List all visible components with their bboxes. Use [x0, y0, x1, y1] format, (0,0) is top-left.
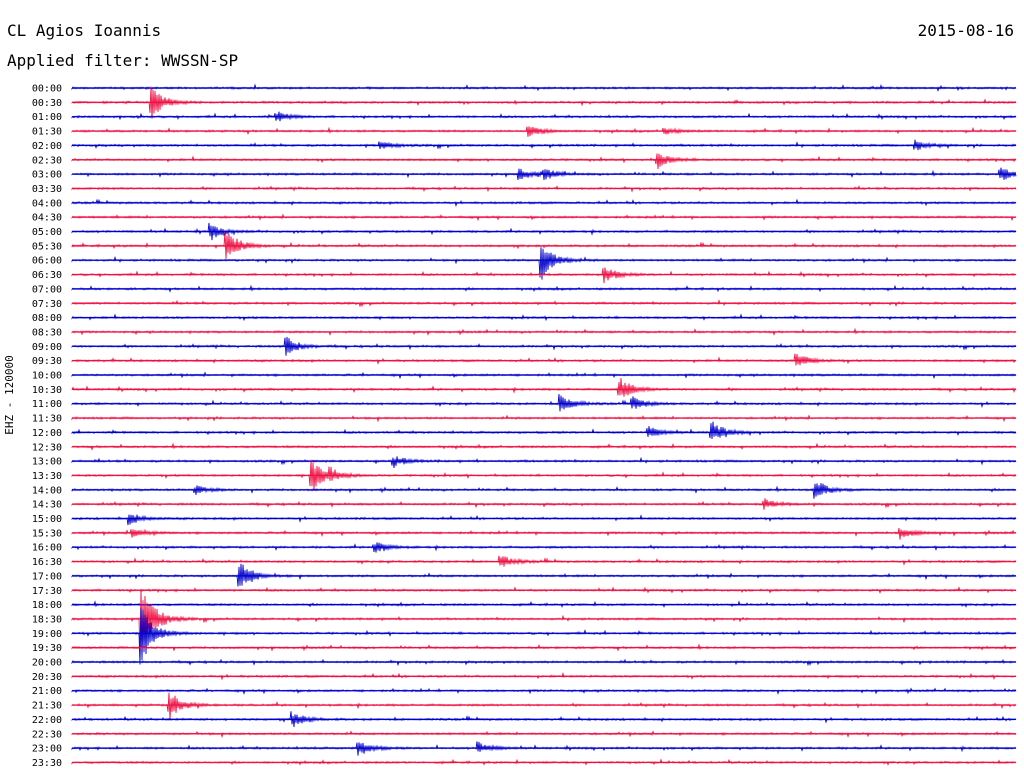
trace-row — [71, 692, 1017, 720]
trace-row — [71, 378, 1017, 397]
trace-row — [71, 421, 1017, 440]
row-time-label: 01:00 — [32, 112, 62, 123]
row-time-label: 09:00 — [32, 342, 62, 353]
trace-row — [71, 394, 1017, 412]
row-time-label: 23:30 — [32, 758, 62, 769]
row-time-label: 14:00 — [32, 485, 62, 496]
row-time-label: 22:30 — [32, 729, 62, 740]
row-time-label: 14:30 — [32, 500, 62, 511]
trace-row — [71, 514, 1017, 526]
row-time-label: 11:30 — [32, 414, 62, 425]
row-time-label: 23:00 — [32, 744, 62, 755]
trace-row — [71, 353, 1017, 366]
row-time-label: 12:30 — [32, 442, 62, 453]
row-time-label: 10:00 — [32, 371, 62, 382]
row-time-label: 10:30 — [32, 385, 62, 396]
row-time-label: 02:30 — [32, 155, 62, 166]
station-title: CL Agios Ioannis — [7, 21, 162, 40]
trace-row — [71, 459, 1017, 490]
row-time-label: 08:30 — [32, 327, 62, 338]
time-tick-labels: 00:00 00:30 01:00 01:30 02:00 02:30 03:00 03:30… — [32, 84, 62, 769]
trace-row — [71, 563, 1017, 587]
row-time-label: 20:30 — [32, 672, 62, 683]
row-time-label: 17:00 — [32, 571, 62, 582]
row-time-label: 13:30 — [32, 471, 62, 482]
row-time-label: 21:30 — [32, 701, 62, 712]
row-time-label: 19:30 — [32, 643, 62, 654]
row-time-label: 17:30 — [32, 586, 62, 597]
row-time-label: 20:00 — [32, 658, 62, 669]
row-time-label: 00:00 — [32, 84, 62, 95]
row-time-label: 06:00 — [32, 256, 62, 267]
trace-row — [71, 456, 1017, 469]
row-time-label: 01:30 — [32, 127, 62, 138]
row-time-label: 19:00 — [32, 629, 62, 640]
row-time-label: 13:00 — [32, 457, 62, 468]
row-time-label: 18:00 — [32, 600, 62, 611]
row-time-label: 05:00 — [32, 227, 62, 238]
row-time-label: 16:30 — [32, 557, 62, 568]
row-time-label: 11:00 — [32, 399, 62, 410]
row-time-label: 09:30 — [32, 356, 62, 367]
row-time-label: 06:30 — [32, 270, 62, 281]
row-time-label: 16:00 — [32, 543, 62, 554]
row-time-label: 02:00 — [32, 141, 62, 152]
row-time-label: 04:00 — [32, 198, 62, 209]
row-time-label: 08:00 — [32, 313, 62, 324]
row-time-label: 21:00 — [32, 686, 62, 697]
record-date: 2015-08-16 — [917, 21, 1014, 40]
row-time-label: 00:30 — [32, 98, 62, 109]
row-time-label: 07:00 — [32, 284, 62, 295]
row-time-label: 07:30 — [32, 299, 62, 310]
row-time-label: 15:00 — [32, 514, 62, 525]
trace-row — [71, 483, 1017, 499]
trace-row — [71, 527, 1017, 540]
seismogram-traces — [71, 83, 1017, 766]
filter-label: Applied filter: WWSSN-SP — [7, 51, 239, 70]
row-time-label: 03:00 — [32, 170, 62, 181]
trace-row — [71, 231, 1017, 259]
row-time-label: 18:30 — [32, 614, 62, 625]
trace-row — [71, 607, 1017, 665]
trace-row — [71, 589, 1017, 657]
row-time-label: 03:30 — [32, 184, 62, 195]
row-time-label: 12:00 — [32, 428, 62, 439]
row-time-label: 05:30 — [32, 241, 62, 252]
row-time-label: 04:30 — [32, 213, 62, 224]
row-time-label: 15:30 — [32, 528, 62, 539]
row-time-label: 22:00 — [32, 715, 62, 726]
trace-row — [71, 153, 1017, 170]
